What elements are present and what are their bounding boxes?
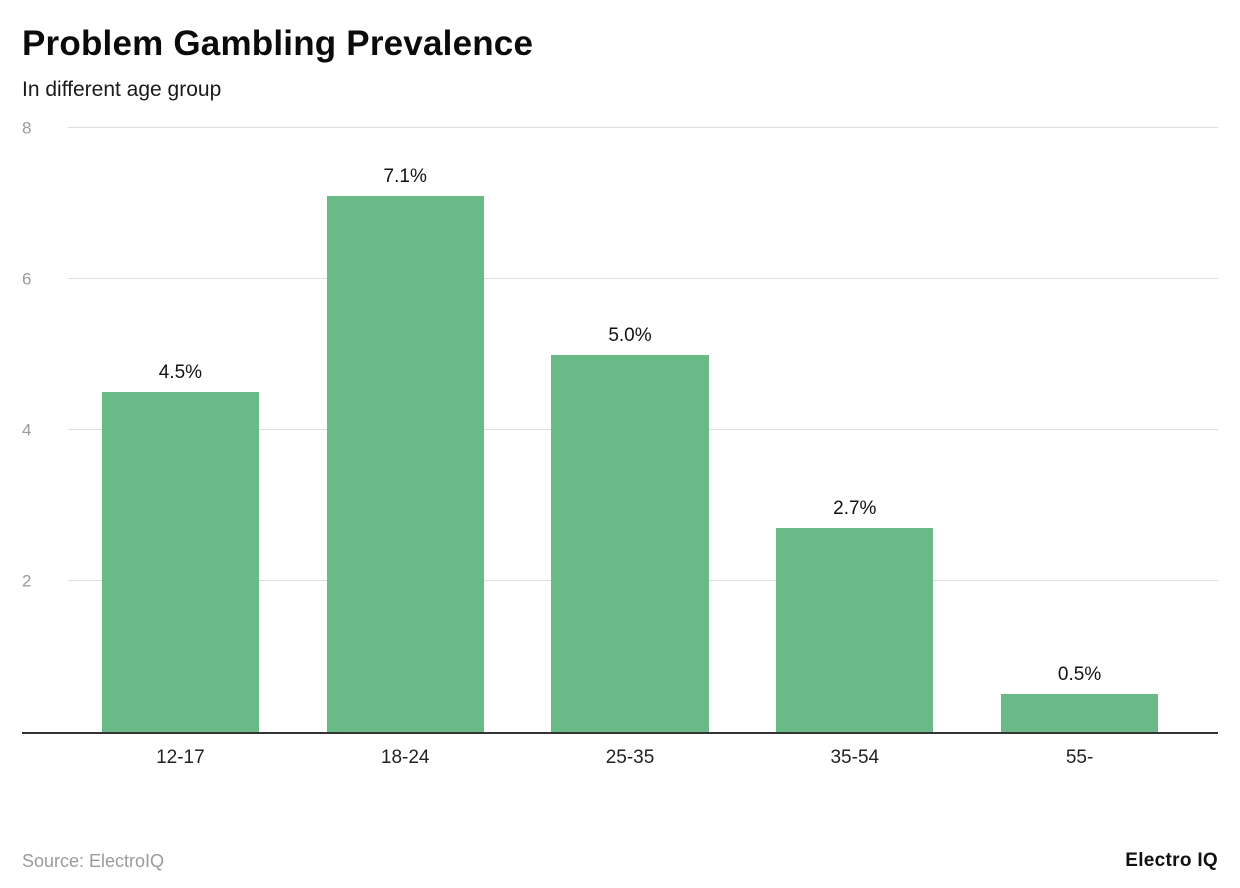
chart-subtitle: In different age group [22, 78, 222, 101]
gridline-8 [68, 127, 1218, 128]
ytick-label-8: 8 [22, 118, 32, 138]
ytick-label-6: 6 [22, 269, 32, 289]
bar-value-label: 0.5% [1057, 664, 1102, 686]
ytick-label-2: 2 [22, 571, 32, 591]
bar [551, 354, 709, 732]
bar-value-label: 5.0% [608, 324, 652, 346]
bar-value-label: 2.7% [833, 498, 877, 520]
chart-title: Problem Gambling Prevalence [22, 24, 534, 63]
bar-column: 0.5% [967, 128, 1192, 732]
gridline-6 [68, 278, 1218, 279]
bar-column: 4.5% [68, 128, 293, 732]
plot-area: 2 4 6 8 4.5% 7.1% 5.0% 2.7% 0.5% [22, 120, 1218, 734]
source-attribution: Source: ElectroIQ [22, 850, 165, 871]
bar-value-label: 4.5% [158, 362, 203, 384]
bar [101, 392, 260, 732]
ytick-label-4: 4 [22, 420, 32, 440]
bar-column: 7.1% [293, 128, 518, 732]
brand-logo: Electro IQ [1125, 850, 1218, 871]
x-axis-label: 55- [1065, 747, 1094, 768]
x-axis-label: 35-54 [830, 747, 880, 768]
bar [1000, 694, 1159, 732]
footer: Source: ElectroIQ Electro IQ [22, 850, 1218, 872]
bars-row: 4.5% 7.1% 5.0% 2.7% 0.5% [68, 128, 1192, 732]
x-axis-label: 25-35 [605, 747, 655, 768]
x-axis-label: 12-17 [156, 747, 205, 768]
bar-column: 2.7% [742, 128, 967, 732]
xaxis-row: 12-17 18-24 25-35 35-54 55- [68, 734, 1192, 769]
bar-column: 5.0% [518, 128, 743, 732]
bar-value-label: 7.1% [383, 165, 427, 187]
plot-wrap: 2 4 6 8 4.5% 7.1% 5.0% 2.7% 0.5% 12-17 18-24 25-3… [22, 120, 1218, 769]
bar [326, 195, 484, 732]
bar [776, 528, 934, 732]
x-axis-label: 18-24 [380, 747, 430, 768]
